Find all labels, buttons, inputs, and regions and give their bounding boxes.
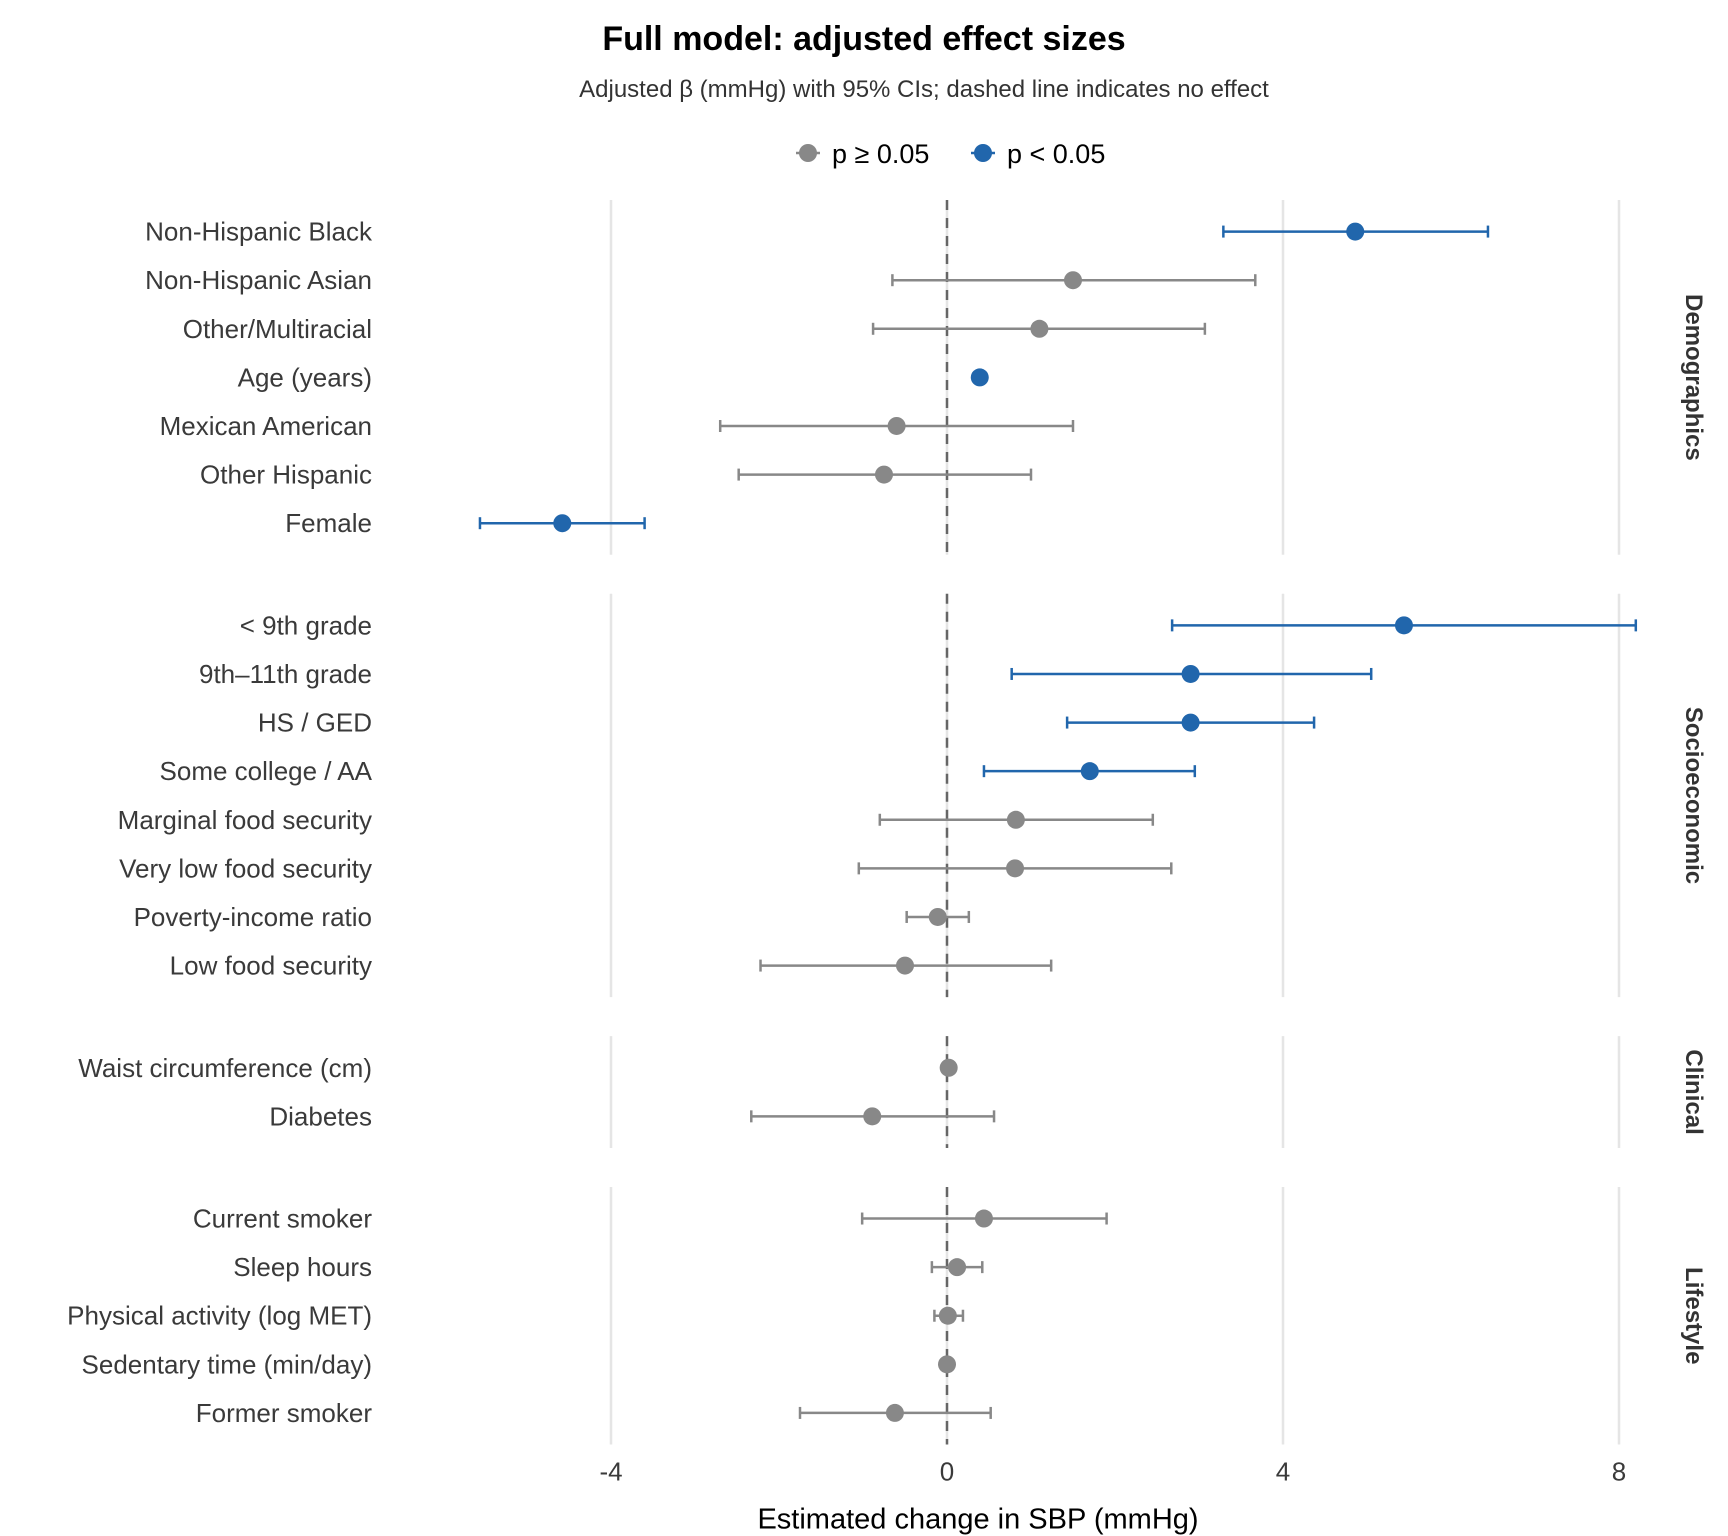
- ci-row: [1170, 616, 1638, 635]
- point-estimate: [553, 514, 572, 533]
- y-tick-label: Very low food security: [119, 853, 372, 883]
- ci-row: [1065, 713, 1316, 732]
- y-tick-label: Diabetes: [269, 1101, 372, 1131]
- y-tick-label: Former smoker: [196, 1398, 373, 1428]
- point-estimate: [863, 1107, 882, 1126]
- x-tick-label: -4: [599, 1457, 622, 1487]
- facet-strip-label: Clinical: [1680, 1049, 1707, 1134]
- y-tick-label: Female: [285, 508, 372, 538]
- point-estimate: [1080, 762, 1099, 781]
- y-tick-label: HS / GED: [258, 708, 372, 738]
- point-estimate: [1064, 271, 1082, 290]
- ci-row: [939, 1058, 958, 1077]
- ci-row: [1010, 664, 1373, 683]
- facet-strip-label: Lifestyle: [1680, 1267, 1707, 1364]
- legend-item: p < 0.05: [971, 139, 1105, 169]
- x-tick-label: 4: [1276, 1457, 1290, 1487]
- y-tick-label: Sleep hours: [233, 1252, 372, 1282]
- point-estimate: [1394, 616, 1413, 635]
- ci-row: [759, 956, 1053, 975]
- ci-row: [737, 465, 1033, 484]
- ci-row: [930, 1258, 984, 1277]
- facet-strip-label: Socioeconomic: [1680, 707, 1707, 884]
- ci-row: [891, 271, 1257, 290]
- y-tick-label: Low food security: [170, 951, 372, 981]
- point-estimate: [1030, 319, 1049, 338]
- y-tick-label: Non-Hispanic Asian: [145, 265, 372, 295]
- legend: p ≥ 0.05 p < 0.05: [796, 139, 1105, 169]
- data-marks: [478, 222, 1638, 1422]
- gridlines: [609, 200, 1621, 1445]
- y-tick-label: Poverty-income ratio: [134, 902, 372, 932]
- y-tick-label: Non-Hispanic Black: [145, 217, 373, 247]
- ci-row: [878, 810, 1155, 829]
- y-tick-label: Other/Multiracial: [183, 314, 372, 344]
- point-estimate: [885, 1403, 904, 1422]
- x-tick-label: 0: [940, 1457, 954, 1487]
- point-estimate: [887, 416, 906, 435]
- point-estimate: [1006, 859, 1025, 878]
- y-axis-labels: Non-Hispanic Black Non-Hispanic Asian Othe…: [67, 217, 373, 1428]
- y-tick-label: Marginal food security: [118, 805, 372, 835]
- ci-row: [938, 1355, 956, 1374]
- x-axis: -4 0 4 8 Estimated change in SBP (mmHg): [599, 1457, 1626, 1536]
- y-tick-label: Mexican American: [160, 411, 372, 441]
- y-tick-label: Other Hispanic: [200, 460, 372, 490]
- y-tick-label: 9th–11th grade: [199, 659, 372, 689]
- point-estimate: [938, 1355, 956, 1374]
- point-estimate: [948, 1258, 967, 1277]
- legend-label: p ≥ 0.05: [832, 139, 929, 169]
- point-estimate: [938, 1306, 957, 1325]
- point-estimate: [1181, 713, 1200, 732]
- y-tick-label: Age (years): [238, 362, 372, 392]
- x-tick-label: 8: [1612, 1457, 1626, 1487]
- ci-row: [860, 1209, 1108, 1228]
- y-tick-label: Physical activity (log MET): [67, 1301, 372, 1331]
- point-estimate: [928, 907, 947, 926]
- legend-key-point: [974, 144, 992, 162]
- ci-row: [871, 319, 1207, 338]
- legend-label: p < 0.05: [1007, 139, 1105, 169]
- point-estimate: [939, 1058, 958, 1077]
- y-tick-label: Current smoker: [193, 1204, 372, 1234]
- ci-row: [970, 368, 989, 387]
- facet-strip-label: Demographics: [1680, 294, 1707, 461]
- y-tick-label: Some college / AA: [160, 756, 373, 786]
- ci-row: [933, 1306, 965, 1325]
- facet-strips: Demographics Socioeconomic Clinical Lifesty…: [1680, 294, 1707, 1364]
- point-estimate: [1006, 810, 1025, 829]
- chart-title: Full model: adjusted effect sizes: [602, 20, 1126, 58]
- ci-row: [905, 907, 971, 926]
- ci-row: [750, 1107, 996, 1126]
- point-estimate: [896, 956, 914, 975]
- point-estimate: [1181, 664, 1200, 683]
- legend-item: p ≥ 0.05: [796, 139, 929, 169]
- ci-row: [478, 514, 646, 533]
- ci-row: [857, 859, 1173, 878]
- ci-row: [798, 1403, 992, 1422]
- ci-row: [1222, 222, 1490, 241]
- y-tick-label: < 9th grade: [240, 610, 372, 640]
- legend-key-point: [799, 144, 817, 162]
- point-estimate: [875, 465, 893, 484]
- y-tick-label: Waist circumference (cm): [78, 1053, 372, 1083]
- point-estimate: [970, 368, 989, 387]
- point-estimate: [974, 1209, 993, 1228]
- x-axis-title: Estimated change in SBP (mmHg): [757, 1504, 1198, 1536]
- ci-row: [982, 762, 1197, 781]
- ci-row: [718, 416, 1075, 435]
- point-estimate: [1346, 222, 1365, 241]
- chart-subtitle: Adjusted β (mmHg) with 95% CIs; dashed l…: [579, 76, 1269, 103]
- y-tick-label: Sedentary time (min/day): [82, 1349, 372, 1379]
